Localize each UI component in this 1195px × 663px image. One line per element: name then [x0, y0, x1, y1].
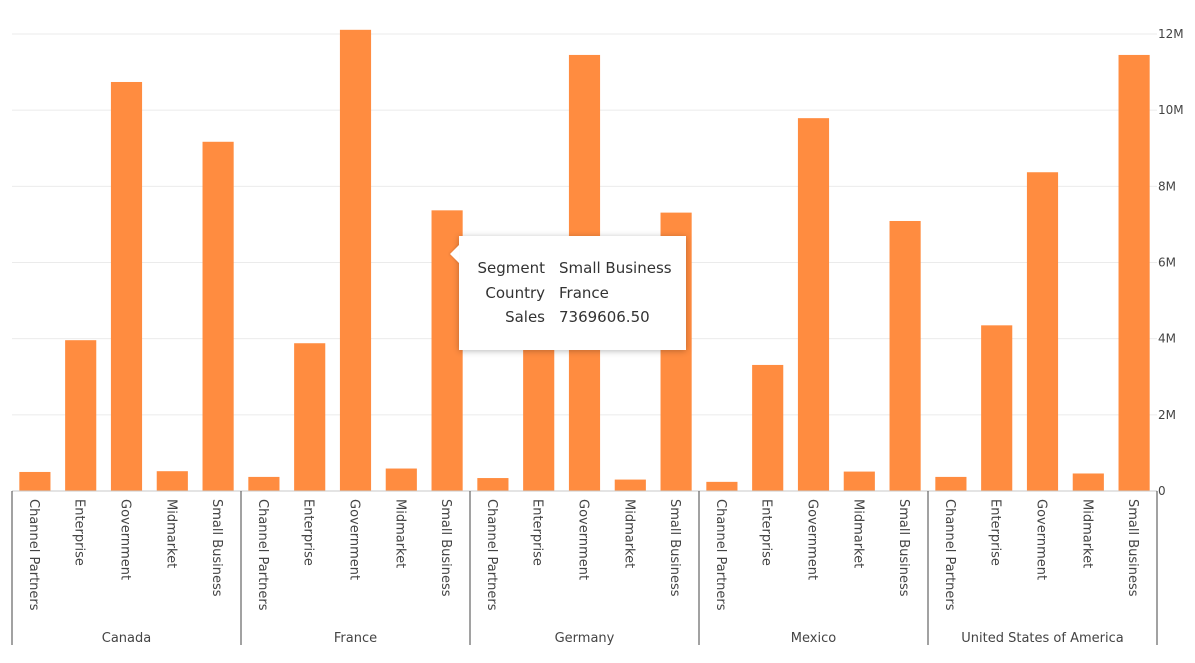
bar[interactable]: [1026, 172, 1059, 491]
category-label: Small Business: [209, 499, 224, 597]
category-label: Midmarket: [392, 499, 407, 568]
category-label: Enterprise: [530, 499, 545, 566]
category-label: Channel Partners: [484, 499, 499, 611]
tooltip-value: 7369606.50: [559, 308, 650, 326]
bar[interactable]: [19, 471, 51, 491]
group-label: Germany: [555, 631, 615, 646]
bar[interactable]: [477, 478, 509, 491]
tooltip-row-sales: Sales 7369606.50: [459, 308, 686, 328]
category-label: Small Business: [667, 499, 682, 597]
y-tick-label: 10M: [1158, 103, 1184, 117]
y-tick-label: 6M: [1158, 256, 1176, 270]
y-tick-label: 12M: [1158, 27, 1184, 41]
category-label: Government: [576, 499, 591, 580]
y-axis: 0 2M 4M 6M 8M 10M 12M: [1158, 27, 1184, 498]
category-label: Small Business: [438, 499, 453, 597]
category-label: Government: [118, 499, 133, 580]
tooltip-row-segment: Segment Small Business: [459, 259, 686, 279]
bar[interactable]: [706, 481, 738, 491]
bar[interactable]: [110, 81, 143, 492]
category-label: Enterprise: [759, 499, 774, 566]
bar[interactable]: [523, 346, 555, 491]
bar[interactable]: [248, 476, 280, 491]
bar[interactable]: [981, 325, 1013, 491]
bar[interactable]: [752, 364, 784, 491]
y-tick-label: 4M: [1158, 332, 1176, 346]
category-label: Midmarket: [1079, 499, 1094, 568]
y-tick-label: 0: [1158, 484, 1166, 498]
tooltip-row-country: Country France: [459, 284, 686, 304]
group-label: Canada: [102, 631, 151, 646]
bar[interactable]: [339, 29, 372, 492]
category-label: Government: [1034, 499, 1049, 580]
group-label: Mexico: [791, 631, 836, 646]
bar[interactable]: [202, 141, 234, 492]
group-label: France: [334, 631, 377, 646]
bar[interactable]: [385, 468, 417, 491]
category-label: Channel Partners: [255, 499, 270, 611]
bar[interactable]: [156, 471, 188, 491]
bar[interactable]: [889, 220, 921, 491]
tooltip-key: Country: [485, 284, 545, 302]
bar[interactable]: [1118, 54, 1150, 492]
category-label: Enterprise: [988, 499, 1003, 566]
category-label: Midmarket: [163, 499, 178, 568]
tooltip-key: Sales: [505, 308, 545, 326]
tooltip-key: Segment: [477, 259, 546, 277]
category-label: Midmarket: [621, 499, 636, 568]
bar[interactable]: [935, 476, 967, 491]
category-label: Midmarket: [850, 499, 865, 568]
bar[interactable]: [1072, 473, 1104, 491]
bar[interactable]: [797, 118, 830, 491]
y-tick-label: 8M: [1158, 179, 1176, 193]
category-label: Small Business: [896, 499, 911, 597]
category-label: Channel Partners: [26, 499, 41, 611]
tooltip: Segment Small Business Country France Sa…: [459, 236, 686, 350]
category-label: Government: [347, 499, 362, 580]
x-axis: Channel Partners Enterprise Government Midm…: [11, 490, 1158, 646]
category-label: Channel Partners: [942, 499, 957, 611]
category-label: Channel Partners: [713, 499, 728, 611]
tooltip-value: France: [559, 284, 609, 302]
category-label: Small Business: [1125, 499, 1140, 597]
category-label: Enterprise: [72, 499, 87, 566]
bar[interactable]: [65, 340, 97, 491]
tooltip-value: Small Business: [559, 259, 672, 277]
group-label: United States of America: [961, 631, 1123, 646]
bar[interactable]: [614, 479, 646, 491]
y-tick-label: 2M: [1158, 408, 1176, 422]
bar[interactable]: [843, 471, 875, 491]
category-label: Government: [805, 499, 820, 580]
category-label: Enterprise: [301, 499, 316, 566]
bar[interactable]: [294, 343, 326, 491]
